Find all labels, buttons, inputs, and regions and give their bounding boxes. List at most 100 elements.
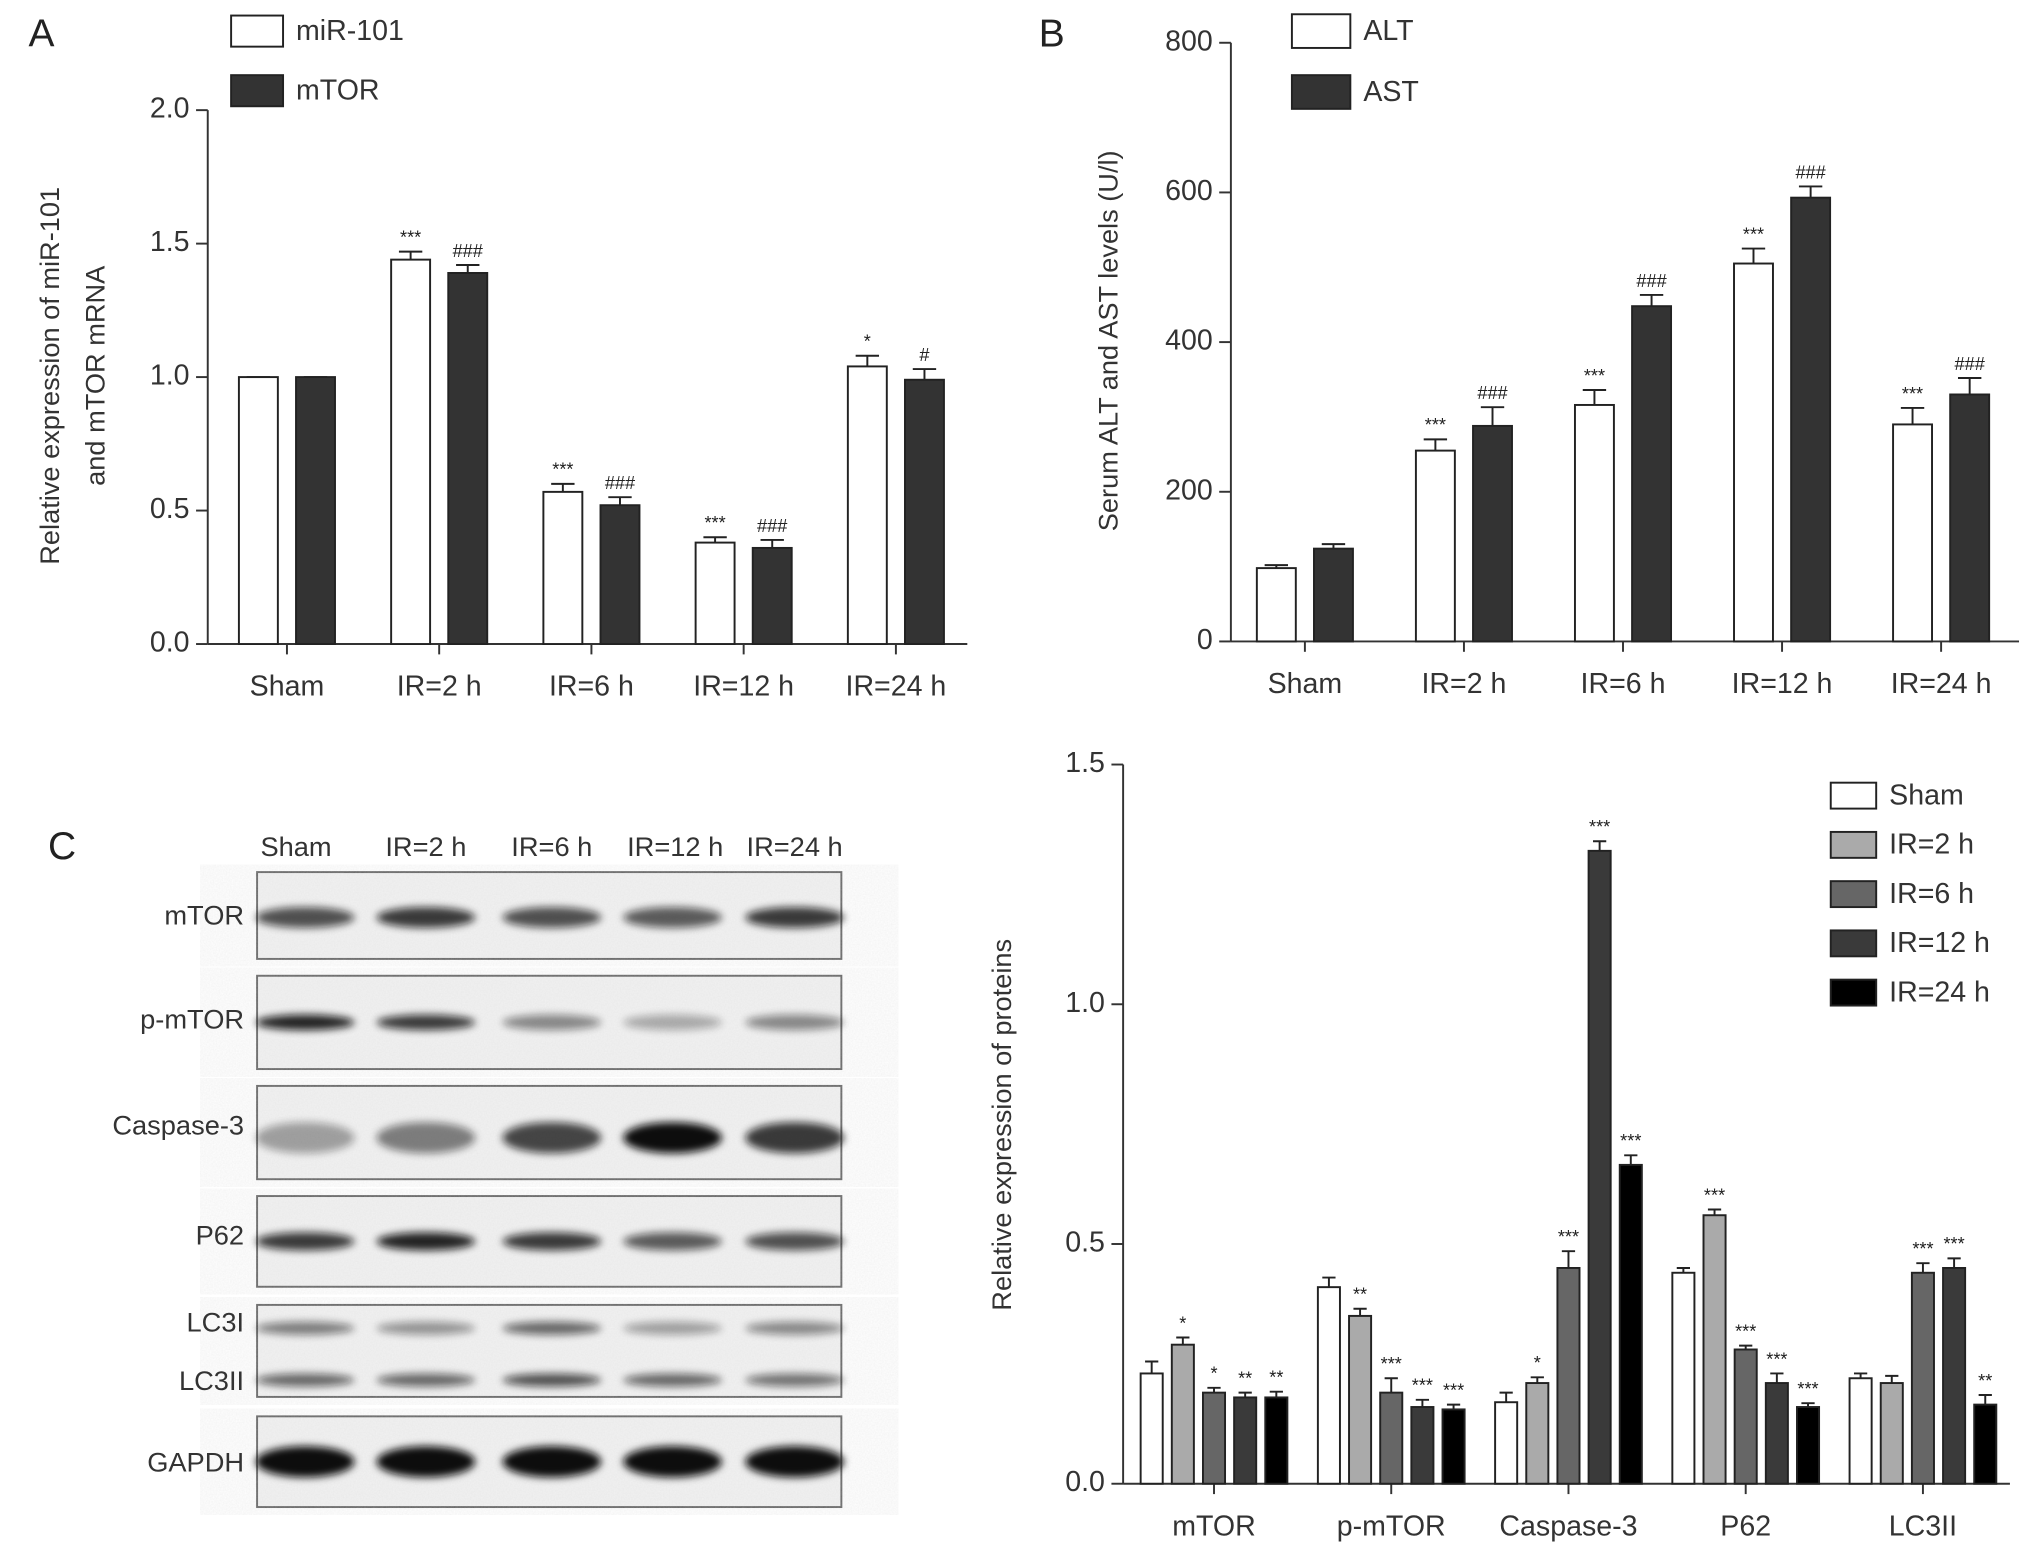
- error-bar: [1798, 185, 1823, 198]
- bar: [1410, 1406, 1435, 1485]
- panel-label: B: [1039, 13, 1065, 56]
- significance-label: *: [1534, 1353, 1541, 1373]
- y-tick-label: 600: [1165, 175, 1213, 207]
- blot-band: [623, 1232, 722, 1251]
- blot-band: [502, 1014, 602, 1031]
- blot-band: [255, 1446, 355, 1478]
- blot-band: [255, 907, 355, 928]
- y-tick-label: 1.0: [1065, 987, 1105, 1019]
- error-bar: [1238, 1391, 1252, 1398]
- blot-band: [502, 1373, 602, 1387]
- legend-label: ALT: [1363, 15, 1413, 47]
- x-tick-label: mTOR: [1172, 1510, 1256, 1542]
- error-bar: [1801, 1402, 1815, 1408]
- error-bar: [1321, 543, 1346, 549]
- error-bar: [855, 354, 880, 367]
- x-tick-label: P62: [1720, 1510, 1771, 1542]
- y-tick-label: 400: [1165, 325, 1213, 357]
- bar: [1494, 1401, 1519, 1485]
- x-tick-label: IR=12 h: [693, 671, 794, 703]
- y-tick-label: 0.0: [150, 627, 190, 659]
- y-axis-label: and mTOR mRNA: [80, 265, 111, 486]
- bar: [1201, 1391, 1227, 1485]
- error-bar: [1853, 1372, 1868, 1379]
- error-bar: [1480, 406, 1505, 426]
- y-tick-label: 200: [1165, 474, 1213, 506]
- significance-label: ***: [1735, 1321, 1756, 1341]
- blot-band: [623, 1122, 722, 1154]
- blot-band: [623, 1373, 722, 1387]
- blot-band: [745, 1321, 844, 1335]
- bar: [1733, 262, 1774, 643]
- error-bar: [1145, 1360, 1159, 1374]
- y-tick-label: 0.5: [150, 493, 190, 525]
- error-bar: [1770, 1372, 1784, 1384]
- error-bar: [1322, 1276, 1336, 1288]
- bar: [542, 490, 584, 646]
- x-tick-label: IR=2 h: [397, 671, 482, 703]
- significance-label: ***: [1412, 1376, 1433, 1396]
- significance-label: ***: [1943, 1234, 1964, 1254]
- blot-band: [623, 1321, 722, 1335]
- bar: [1879, 1382, 1904, 1485]
- significance-label: ###: [605, 473, 635, 493]
- error-bar: [703, 536, 727, 543]
- legend-swatch: [1829, 978, 1878, 1007]
- blot-band: [623, 907, 722, 928]
- x-tick-label: IR=2 h: [1422, 668, 1507, 700]
- bar: [390, 258, 432, 646]
- bar: [1618, 1163, 1643, 1485]
- significance-label: ***: [1766, 1349, 1787, 1369]
- error-bar: [1916, 1262, 1930, 1273]
- bar: [1441, 1408, 1466, 1485]
- legend-swatch: [1829, 830, 1878, 859]
- error-bar: [1176, 1336, 1190, 1345]
- bar: [904, 378, 945, 646]
- error-bar: [1269, 1390, 1283, 1398]
- error-bar: [912, 368, 937, 380]
- blot-band: [502, 907, 602, 928]
- significance-label: ***: [1425, 415, 1446, 435]
- bar: [1973, 1403, 1998, 1485]
- significance-label: ***: [1584, 366, 1605, 386]
- x-tick-label: IR=6 h: [1581, 668, 1666, 700]
- significance-label: *: [864, 332, 871, 352]
- row-label: LC3I: [187, 1307, 245, 1338]
- blot-band: [255, 1232, 355, 1251]
- significance-label: ***: [704, 513, 725, 533]
- bar: [1733, 1348, 1758, 1485]
- lane-label: IR=6 h: [511, 831, 592, 862]
- row-label: P62: [196, 1220, 244, 1251]
- bar: [1316, 1286, 1341, 1485]
- blot-band: [745, 1232, 844, 1251]
- y-tick-label: 0: [1197, 624, 1213, 656]
- error-bar: [1900, 406, 1925, 425]
- error-bar: [1561, 1250, 1576, 1268]
- bar: [1414, 449, 1456, 643]
- bar: [1255, 567, 1297, 643]
- y-tick-label: 0.5: [1065, 1227, 1105, 1259]
- y-axis-label: Serum ALT and AST levels (U/l): [1092, 150, 1123, 531]
- lane-label: Sham: [260, 831, 331, 862]
- bar: [1702, 1214, 1727, 1485]
- significance-label: ***: [1912, 1239, 1933, 1259]
- bar: [1348, 1314, 1373, 1485]
- significance-label: ###: [1955, 354, 1985, 374]
- significance-label: ***: [552, 460, 573, 480]
- blot-band: [745, 1014, 844, 1031]
- panel-label: C: [48, 825, 76, 868]
- blot-band: [376, 1122, 476, 1154]
- blot-band: [623, 1446, 722, 1478]
- x-tick-label: p-mTOR: [1337, 1510, 1446, 1542]
- significance-label: ***: [1902, 384, 1923, 404]
- blot-band: [255, 1321, 355, 1335]
- lane-label: IR=12 h: [627, 831, 723, 862]
- legend-label: mTOR: [296, 75, 380, 107]
- row-label: GAPDH: [147, 1446, 244, 1477]
- legend-swatch: [1829, 880, 1878, 909]
- blot-band: [255, 1014, 355, 1031]
- blot-band: [376, 907, 476, 928]
- error-bar: [456, 264, 480, 273]
- blot-band: [255, 1122, 355, 1154]
